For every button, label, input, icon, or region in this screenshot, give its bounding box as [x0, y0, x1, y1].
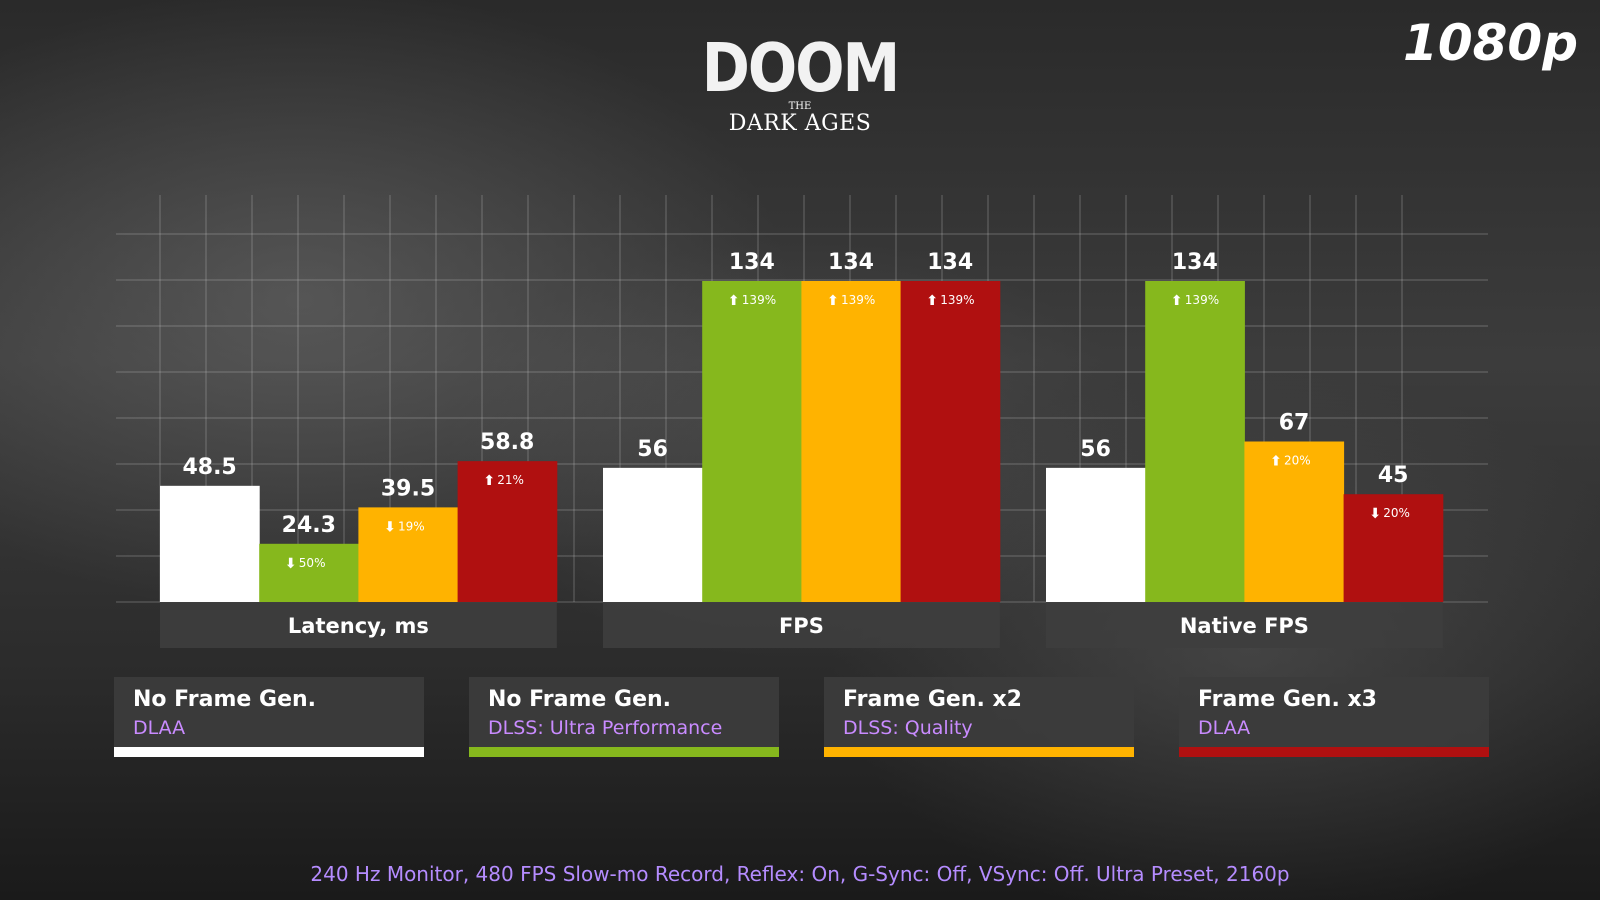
bar-value-label: 134 — [927, 250, 973, 275]
category-box — [1046, 602, 1443, 648]
bar — [900, 281, 1001, 602]
bar — [358, 507, 459, 602]
bar-change-label: 139% — [940, 293, 974, 307]
bar-value-label: 67 — [1279, 411, 1310, 436]
category-label: Latency, ms — [288, 614, 429, 638]
logo-doom-text: DOOM — [701, 28, 900, 108]
bar-change-label: 19% — [398, 519, 425, 533]
arrow-up-icon: ⬆ — [1171, 293, 1183, 309]
bar-value-label: 134 — [729, 250, 775, 275]
bar-value-label: 56 — [637, 437, 668, 462]
legend-title: Frame Gen. x2 — [843, 687, 1022, 712]
bar — [457, 461, 558, 602]
bar — [603, 467, 703, 602]
bar-change-label: 20% — [1284, 454, 1311, 468]
bar — [1343, 494, 1444, 602]
legend-subtitle: DLAA — [1198, 717, 1251, 739]
legend-item: Frame Gen. x2 DLSS: Quality — [824, 677, 1134, 757]
category-box — [603, 602, 1000, 648]
arrow-down-icon: ⬇ — [1369, 506, 1381, 522]
bar-change-label: 21% — [497, 473, 524, 487]
arrow-up-icon: ⬆ — [926, 293, 938, 309]
bar-value-label: 24.3 — [282, 513, 336, 538]
bar — [259, 543, 359, 602]
legend-color-swatch — [114, 747, 424, 757]
bar-change-label: 50% — [299, 556, 326, 570]
bar — [1244, 441, 1345, 602]
bar-chart: 48.524.3⬇ 50%39.5⬇ 19%58.8⬆ 21%Latency, ms5… — [116, 195, 1488, 648]
legend-color-swatch — [1179, 747, 1489, 757]
bar-value-label: 58.8 — [480, 430, 534, 455]
test-settings-footnote: 240 Hz Monitor, 480 FPS Slow-mo Record, … — [310, 862, 1290, 886]
arrow-up-icon: ⬆ — [827, 293, 839, 309]
legend-item: No Frame Gen. DLAA — [114, 677, 424, 757]
legend: No Frame Gen. DLAA No Frame Gen. DLSS: Ultr… — [114, 677, 1490, 757]
arrow-down-icon: ⬇ — [384, 519, 396, 535]
bar-value-label: 134 — [1172, 250, 1218, 275]
legend-subtitle: DLSS: Quality — [843, 717, 973, 739]
category-box — [160, 602, 557, 648]
legend-item: No Frame Gen. DLSS: Ultra Performance — [469, 677, 779, 757]
legend-color-swatch — [469, 747, 779, 757]
logo-the-text: THE — [788, 101, 812, 112]
bar — [801, 281, 902, 602]
legend-subtitle: DLAA — [133, 717, 186, 739]
bar-group: 48.524.3⬇ 50%39.5⬇ 19%58.8⬆ 21%Latency, ms — [160, 430, 558, 648]
legend-subtitle: DLSS: Ultra Performance — [488, 717, 723, 739]
resolution-label: 1080p — [1403, 14, 1578, 72]
legend-title: No Frame Gen. — [488, 687, 672, 712]
bar — [702, 281, 802, 602]
arrow-up-icon: ⬆ — [728, 293, 740, 309]
arrow-down-icon: ⬇ — [285, 556, 297, 572]
bar-value-label: 56 — [1080, 437, 1111, 462]
bar-value-label: 134 — [828, 250, 874, 275]
bar-value-label: 45 — [1378, 463, 1409, 488]
arrow-up-icon: ⬆ — [483, 473, 495, 489]
bar-value-label: 39.5 — [381, 476, 435, 501]
bar-change-label: 139% — [742, 293, 776, 307]
bar-change-label: 20% — [1383, 506, 1410, 520]
category-label: FPS — [779, 614, 824, 638]
category-label: Native FPS — [1180, 614, 1309, 638]
legend-color-swatch — [824, 747, 1134, 757]
bar — [1046, 467, 1146, 602]
bar-change-label: 139% — [1185, 293, 1219, 307]
logo-dark-ages-text: DARK AGES — [728, 111, 872, 136]
legend-title: Frame Gen. x3 — [1198, 687, 1377, 712]
bar-change-label: 139% — [841, 293, 875, 307]
bar-value-label: 48.5 — [182, 455, 236, 480]
game-logo: DOOM THE DARK AGES — [700, 33, 900, 136]
arrow-up-icon: ⬆ — [1270, 454, 1282, 470]
bar — [160, 485, 260, 602]
legend-title: No Frame Gen. — [133, 687, 317, 712]
bar — [1145, 281, 1245, 602]
legend-item: Frame Gen. x3 DLAA — [1179, 677, 1489, 757]
